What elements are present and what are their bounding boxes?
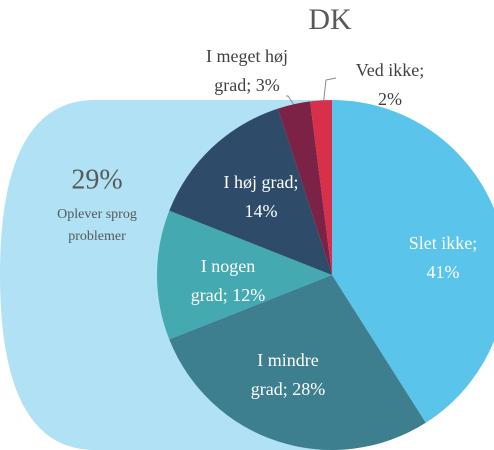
leader-line [322, 77, 337, 108]
labels: Slet ikke; 41% I mindre grad; 28% I nogen gra… [191, 46, 477, 399]
pie [157, 100, 494, 450]
pie-slice [157, 210, 332, 340]
data-label: I nogen [201, 256, 255, 276]
pie-slice [277, 101, 332, 275]
data-label: grad; 3% [214, 75, 279, 95]
data-label: I mindre [257, 350, 318, 370]
pie-slice [310, 100, 332, 275]
pie-slice [169, 275, 426, 450]
data-label: 14% [245, 201, 278, 221]
data-label: I høj grad; [224, 172, 299, 192]
chart-title: DK [308, 3, 352, 36]
pie-slice [169, 108, 332, 275]
pie-slice [332, 100, 494, 423]
annotation-text: problemer [68, 229, 126, 244]
data-label: Ved ikke; [356, 60, 424, 80]
data-label: I meget høj [206, 46, 288, 66]
data-label: Slet ikke; [409, 233, 478, 253]
annotation-value: 29% [71, 164, 122, 195]
data-label: 2% [378, 89, 402, 109]
data-label: grad; 12% [191, 285, 265, 305]
data-label: 41% [427, 262, 460, 282]
annotation-text: Oplever sprog [57, 207, 137, 222]
data-label: grad; 28% [251, 379, 325, 399]
leader-line [286, 95, 297, 109]
